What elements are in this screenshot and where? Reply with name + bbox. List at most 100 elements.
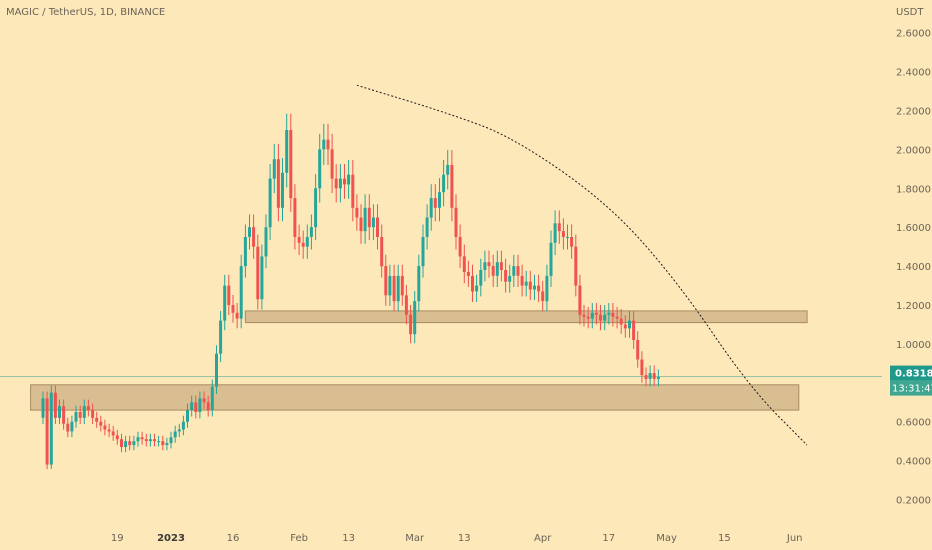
candle[interactable] bbox=[450, 165, 454, 208]
candle[interactable] bbox=[103, 425, 107, 430]
candle[interactable] bbox=[215, 353, 218, 387]
support-zone[interactable] bbox=[30, 384, 800, 411]
candle[interactable] bbox=[607, 312, 611, 315]
candle[interactable] bbox=[594, 312, 598, 315]
candle[interactable] bbox=[499, 262, 503, 270]
candle[interactable] bbox=[343, 178, 346, 185]
candle[interactable] bbox=[380, 237, 384, 267]
candle[interactable] bbox=[276, 159, 280, 208]
candle[interactable] bbox=[120, 439, 123, 447]
candle[interactable] bbox=[636, 340, 640, 360]
candle[interactable] bbox=[124, 441, 128, 447]
candle[interactable] bbox=[442, 174, 446, 193]
candle[interactable] bbox=[574, 246, 578, 286]
candle[interactable] bbox=[487, 262, 491, 267]
candle[interactable] bbox=[45, 398, 49, 465]
candle[interactable] bbox=[376, 217, 379, 237]
candle[interactable] bbox=[173, 431, 177, 438]
candle[interactable] bbox=[190, 402, 194, 411]
candle[interactable] bbox=[400, 275, 404, 296]
candle[interactable] bbox=[243, 237, 247, 267]
candle[interactable] bbox=[235, 312, 239, 319]
candle[interactable] bbox=[198, 398, 202, 412]
candle[interactable] bbox=[648, 373, 652, 379]
candle[interactable] bbox=[541, 291, 545, 302]
candle[interactable] bbox=[425, 217, 429, 237]
candle[interactable] bbox=[272, 159, 276, 179]
candle[interactable] bbox=[628, 320, 631, 329]
candle[interactable] bbox=[347, 174, 351, 185]
candle[interactable] bbox=[153, 439, 156, 442]
candle[interactable] bbox=[231, 305, 235, 313]
candle[interactable] bbox=[334, 178, 338, 189]
candle[interactable] bbox=[136, 437, 140, 442]
candle[interactable] bbox=[615, 316, 619, 319]
candle[interactable] bbox=[475, 285, 479, 292]
candle[interactable] bbox=[466, 272, 470, 276]
candle[interactable] bbox=[95, 417, 99, 422]
candle[interactable] bbox=[309, 227, 313, 237]
candle[interactable] bbox=[132, 441, 136, 446]
candle[interactable] bbox=[363, 207, 367, 232]
candle[interactable] bbox=[483, 262, 487, 270]
candle[interactable] bbox=[78, 412, 82, 418]
candle[interactable] bbox=[165, 443, 169, 445]
candle[interactable] bbox=[619, 318, 623, 325]
candle[interactable] bbox=[652, 373, 656, 379]
candle[interactable] bbox=[264, 227, 268, 257]
candle[interactable] bbox=[417, 266, 421, 302]
candle[interactable] bbox=[186, 410, 189, 422]
candle[interactable] bbox=[570, 237, 574, 247]
candle[interactable] bbox=[359, 217, 363, 232]
candle[interactable] bbox=[479, 270, 483, 286]
candle[interactable] bbox=[177, 429, 181, 432]
candle[interactable] bbox=[140, 437, 144, 440]
candle[interactable] bbox=[491, 266, 495, 276]
candle[interactable] bbox=[66, 423, 70, 432]
candle[interactable] bbox=[248, 227, 251, 237]
candle[interactable] bbox=[227, 285, 231, 305]
candle[interactable] bbox=[623, 324, 627, 329]
candle[interactable] bbox=[256, 246, 260, 300]
candle[interactable] bbox=[144, 439, 148, 442]
candle[interactable] bbox=[351, 174, 355, 208]
candle[interactable] bbox=[384, 266, 388, 296]
candle[interactable] bbox=[260, 256, 264, 300]
candle[interactable] bbox=[533, 285, 536, 290]
candle[interactable] bbox=[433, 198, 437, 208]
candle[interactable] bbox=[396, 275, 400, 302]
support-zone[interactable] bbox=[244, 310, 808, 324]
candle[interactable] bbox=[74, 412, 78, 422]
candle[interactable] bbox=[86, 406, 90, 411]
candle[interactable] bbox=[252, 227, 256, 247]
candle[interactable] bbox=[169, 437, 173, 444]
candle[interactable] bbox=[326, 139, 330, 150]
candle[interactable] bbox=[495, 262, 499, 276]
candle[interactable] bbox=[206, 402, 210, 411]
candle[interactable] bbox=[404, 295, 408, 315]
candle[interactable] bbox=[107, 429, 111, 432]
candle[interactable] bbox=[194, 402, 198, 412]
candle[interactable] bbox=[566, 237, 569, 238]
candle[interactable] bbox=[49, 392, 53, 465]
candle[interactable] bbox=[454, 207, 458, 237]
candle[interactable] bbox=[599, 314, 602, 321]
candle[interactable] bbox=[322, 139, 326, 150]
candle[interactable] bbox=[640, 359, 644, 376]
candle[interactable] bbox=[553, 223, 557, 243]
candle[interactable] bbox=[297, 237, 301, 243]
candle[interactable] bbox=[239, 266, 243, 319]
candle[interactable] bbox=[62, 406, 66, 424]
candle[interactable] bbox=[545, 275, 549, 302]
candle[interactable] bbox=[438, 192, 441, 208]
candle[interactable] bbox=[590, 312, 594, 319]
candle[interactable] bbox=[318, 149, 322, 189]
candle[interactable] bbox=[528, 281, 532, 290]
candle[interactable] bbox=[656, 377, 660, 379]
candle[interactable] bbox=[148, 439, 152, 442]
candle[interactable] bbox=[561, 231, 565, 237]
candle[interactable] bbox=[70, 421, 74, 432]
candle[interactable] bbox=[458, 237, 462, 257]
candle[interactable] bbox=[41, 398, 45, 418]
